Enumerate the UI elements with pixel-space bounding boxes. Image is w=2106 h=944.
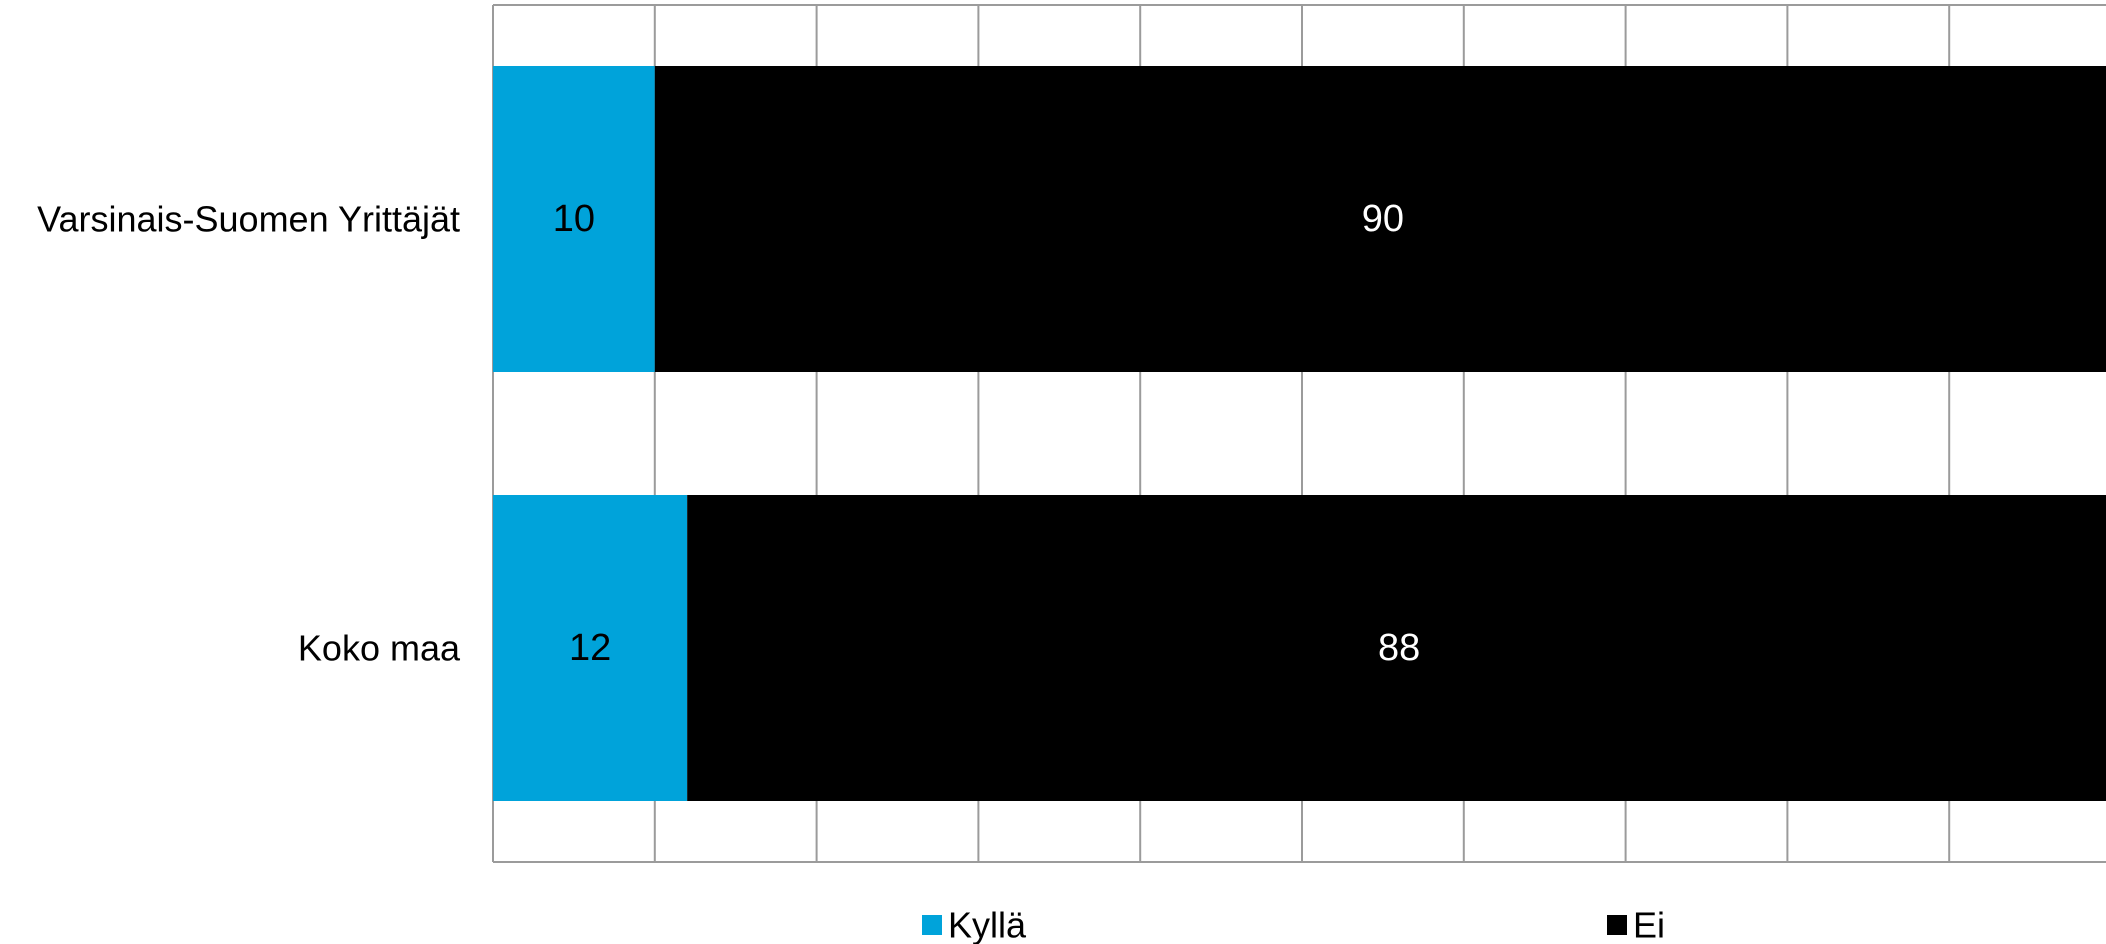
data-label: 10 <box>553 198 595 240</box>
category-label: Varsinais-Suomen Yrittäjät <box>37 199 460 240</box>
category-labels: Varsinais-Suomen Yrittäjät Koko maa <box>37 199 461 669</box>
bar-ei-2 <box>687 495 2106 801</box>
legend-label: Ei <box>1633 905 1665 944</box>
bar-series: 10 90 12 88 <box>493 66 2106 801</box>
data-label: 88 <box>1378 627 1420 669</box>
category-label: Koko maa <box>298 628 461 669</box>
bar-kylla-2 <box>493 495 688 801</box>
legend-swatch <box>1607 915 1627 935</box>
legend-label: Kyllä <box>948 905 1027 944</box>
bar-kylla-1 <box>493 66 655 372</box>
legend-swatch <box>922 915 942 935</box>
data-label: 12 <box>569 627 611 669</box>
legend: Kyllä Ei <box>922 905 1665 944</box>
bar-ei-1 <box>654 66 2106 372</box>
data-label: 90 <box>1362 198 1404 240</box>
